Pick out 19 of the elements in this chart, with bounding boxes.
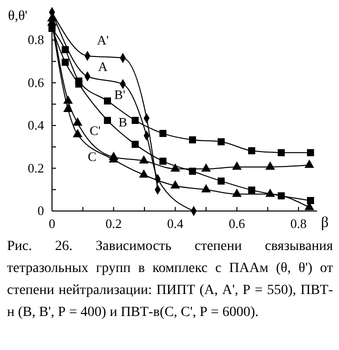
x-tick-label: 0 <box>48 216 56 232</box>
y-tick-label: 0 <box>38 203 44 218</box>
y-tick-label: 0.4 <box>28 118 44 133</box>
y-tick-label: 0.2 <box>28 160 44 176</box>
series-label: B <box>118 114 128 130</box>
x-tick-label: 0.2 <box>106 216 122 232</box>
y-tick-label: 0.6 <box>28 74 44 90</box>
x-tick-label: 0.6 <box>228 216 246 232</box>
y-axis-title: θ,θ' <box>8 9 28 24</box>
x-axis-title: β <box>321 215 329 231</box>
text: Рис. 26. Зависимость степени связывания тетразольных групп в комплекс с ПААм (θ, θ') от степени нейтрализации: ПИПТ (А, А', Р = 550), ПВТ-н (В, В', Р = 400) и ПВТ-в(С, С', Р = 6000). <box>7 238 333 322</box>
series-label: B' <box>114 86 126 102</box>
series-label: C' <box>90 123 101 138</box>
series-label: A <box>98 59 108 74</box>
x-tick-label: 0.4 <box>167 216 184 232</box>
series-label: C <box>88 148 96 164</box>
y-tick-label: 0.8 <box>28 32 44 48</box>
series-label: A' <box>96 32 109 48</box>
x-tick-label: 0.8 <box>290 216 307 232</box>
